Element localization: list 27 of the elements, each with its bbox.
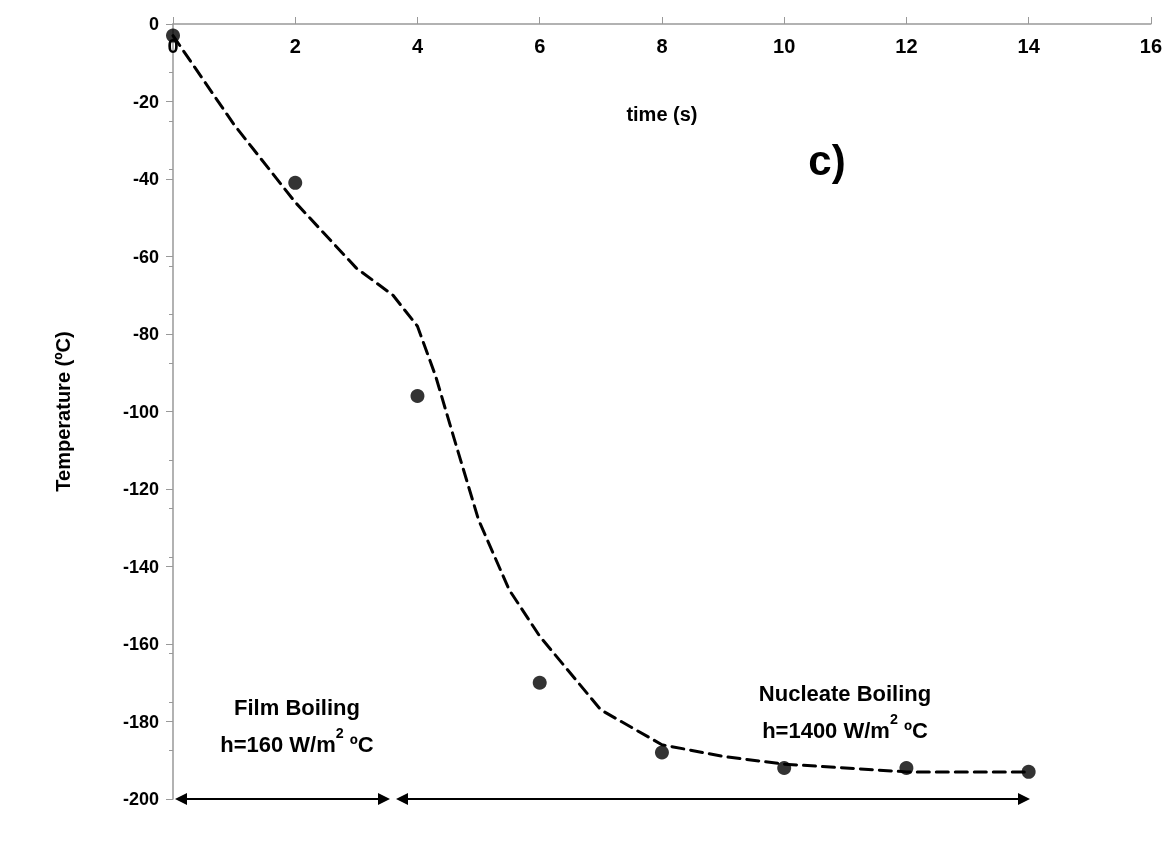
point <box>654 745 669 760</box>
y-tick-label: -100 <box>122 401 159 422</box>
y-tick-label: -40 <box>132 169 159 189</box>
x-tick-label: 8 <box>656 35 668 57</box>
x-tick-label: 16 <box>1139 35 1162 57</box>
x-tick-label: 6 <box>534 35 546 57</box>
y-tick-label: -180 <box>122 711 159 732</box>
x-tick-label: 4 <box>411 35 424 57</box>
y-tick-label: -200 <box>122 789 159 809</box>
y-tick-label: 0 <box>148 14 159 34</box>
point <box>410 389 425 403</box>
y-axis-title: Temperature (ºC) <box>52 331 74 492</box>
y-tick-label: -80 <box>132 324 159 344</box>
point <box>532 675 547 690</box>
point <box>1021 764 1036 779</box>
point <box>288 175 303 190</box>
y-tick-label: -140 <box>122 556 159 577</box>
y-tick-label: -20 <box>132 91 159 112</box>
annotation: c) <box>808 136 846 184</box>
x-axis-title: time (s) <box>626 103 698 125</box>
x-tick-label: 14 <box>1017 35 1041 57</box>
y-tick-label: -160 <box>122 634 159 654</box>
x-tick-label: 12 <box>895 35 918 57</box>
y-tick-label: -120 <box>122 479 159 499</box>
x-tick-label: 10 <box>773 35 796 57</box>
y-tick-label: -60 <box>132 246 159 267</box>
x-tick-label: 2 <box>289 35 301 57</box>
